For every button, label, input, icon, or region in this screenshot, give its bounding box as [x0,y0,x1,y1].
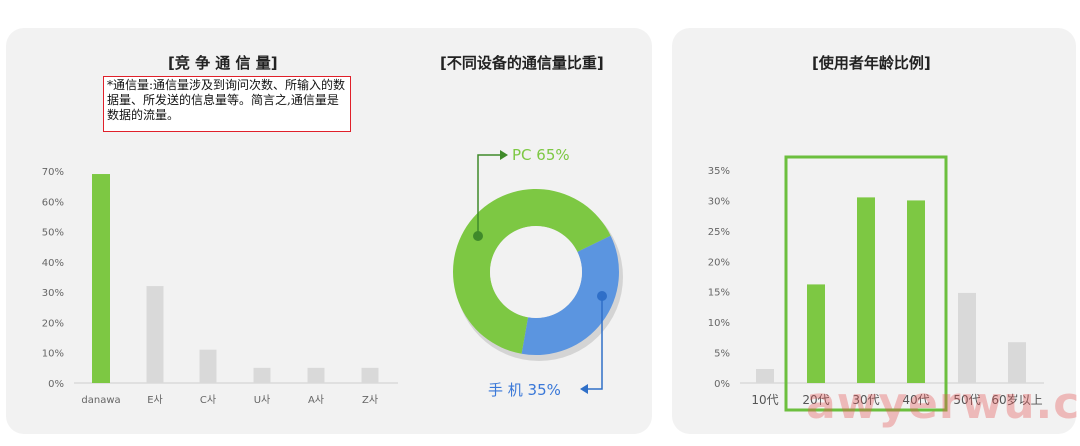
x-tick-label: A사 [308,394,324,406]
bar [361,367,379,383]
bar [199,349,217,383]
x-tick-label: C사 [200,394,216,406]
pc-slice [452,189,611,354]
mobile-slice [521,235,619,355]
donut-hole [490,226,582,318]
y-tick-label: 40% [42,258,64,269]
y-tick-label: 20% [708,257,730,268]
y-tick-label: 0% [714,379,730,390]
y-tick-label: 0% [48,379,64,390]
pc-callout-line [477,154,500,236]
traffic-chart-title: [竞 争 通 信 量] [168,54,278,72]
x-tick-label: U사 [254,394,271,406]
y-tick-label: 20% [42,318,64,329]
x-tick-label: 50代 [953,393,980,407]
x-tick-label: 20代 [802,393,829,407]
bar [857,197,875,383]
age-chart-title: [使用者年龄比例] [812,54,931,72]
x-tick-label: 40代 [902,393,929,407]
x-tick-label: E사 [147,394,163,406]
bar [307,367,325,383]
bar [146,286,164,383]
mobile-callout-line [588,296,603,390]
bar [1008,342,1026,383]
bar [807,284,825,383]
y-tick-label: 35% [708,166,730,177]
y-tick-label: 10% [42,349,64,360]
bar [253,367,271,383]
mobile-callout-arrow [580,384,588,394]
x-tick-label: 30代 [852,393,879,407]
y-tick-label: 5% [714,349,730,360]
y-tick-label: 50% [42,228,64,239]
bar [907,200,925,383]
x-tick-label: 10代 [751,393,778,407]
y-tick-label: 15% [708,288,730,299]
pc-callout-arrow [500,150,508,160]
y-tick-label: 30% [42,288,64,299]
y-tick-label: 70% [42,167,64,178]
x-tick-label: Z사 [362,394,378,406]
bar [958,292,976,383]
bar [92,174,110,383]
y-tick-label: 60% [42,197,64,208]
x-tick-label: danawa [81,395,120,406]
highlight-box [784,155,948,412]
device-share-title: [不同设备的通信量比重] [440,54,604,72]
bar [756,369,774,383]
x-tick-label: 60岁以上 [991,392,1042,407]
y-tick-label: 25% [708,227,730,238]
pc-share-label: PC 65% [512,146,570,164]
watermark: awyerwu.com [806,378,1080,429]
traffic-definition-note: *通信量:通信量涉及到询问次数、所输入的数据量、所发送的信息量等。简言之,通信量… [103,76,351,132]
mobile-share-label: 手 机 35% [488,381,561,399]
y-tick-label: 10% [708,318,730,329]
y-tick-label: 30% [708,196,730,207]
